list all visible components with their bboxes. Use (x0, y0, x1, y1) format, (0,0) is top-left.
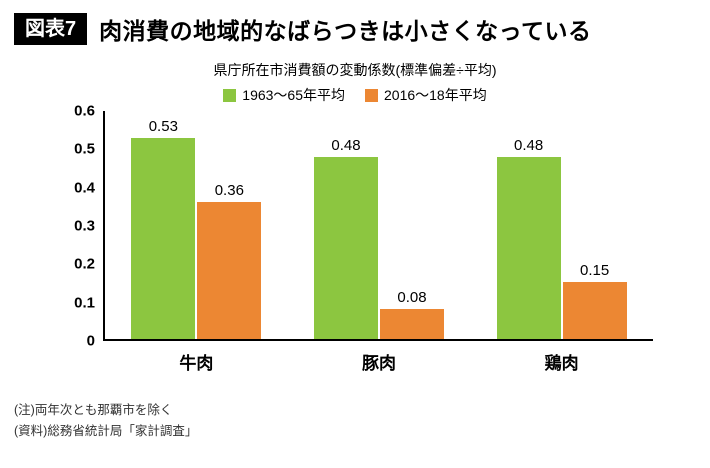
plot-row: 0 0.1 0.2 0.3 0.4 0.5 0.6 0.53 0.36 0.48 0.08 0.48… (57, 104, 653, 349)
y-tick-label: 0.3 (74, 217, 95, 235)
bar-group: 0.48 0.08 (313, 111, 444, 339)
legend-swatch (223, 88, 237, 102)
legend-label: 2016〜18年平均 (384, 87, 487, 103)
note-exclusion: (注)両年次とも那覇市を除く (14, 403, 173, 417)
bar-slot: 0.48 (313, 111, 378, 339)
y-tick-label: 0.1 (74, 294, 95, 312)
figure-label: 図表7 (14, 13, 88, 45)
legend-label: 1963〜65年平均 (242, 87, 345, 103)
page-title: 肉消費の地域的なばらつきは小さくなっている (99, 18, 592, 44)
bar-slot: 0.48 (496, 111, 561, 339)
bar (379, 308, 444, 339)
y-axis: 0 0.1 0.2 0.3 0.4 0.5 0.6 (57, 104, 103, 349)
bar-group: 0.48 0.15 (496, 111, 627, 339)
y-tick-label: 0 (86, 332, 95, 350)
y-tick-label: 0.5 (74, 140, 95, 158)
bar (197, 202, 262, 339)
x-category-label: 豚肉 (361, 354, 396, 373)
bar-chart: 県庁所在市消費額の変動係数(標準偏差÷平均) 1963〜65年平均 2016〜18… (14, 60, 696, 374)
bar-slot: 0.53 (131, 111, 196, 339)
header: 図表7 肉消費の地域的なばらつきは小さくなっている (14, 12, 696, 46)
bar-value-label: 0.48 (514, 136, 544, 154)
legend: 1963〜65年平均 2016〜18年平均 (14, 85, 696, 105)
legend-swatch (365, 88, 378, 102)
bar-value-label: 0.15 (580, 262, 610, 279)
legend-item: 1963〜65年平均 (223, 85, 345, 105)
x-axis-labels: 牛肉 豚肉 鶏肉 (105, 349, 653, 374)
bar-value-label: 0.36 (214, 182, 244, 200)
bar-slot: 0.36 (197, 111, 262, 339)
bar (131, 137, 196, 339)
legend-item: 2016〜18年平均 (365, 85, 487, 105)
y-tick-label: 0.2 (74, 255, 95, 273)
bar-value-label: 0.53 (148, 117, 178, 135)
plot-area: 0.53 0.36 0.48 0.08 0.48 0.15 (103, 111, 653, 341)
bar-value-label: 0.08 (397, 288, 427, 306)
y-tick-label: 0.4 (74, 179, 95, 197)
bar (313, 156, 378, 339)
x-category-label: 鶏肉 (544, 354, 579, 373)
note-source: (資料)総務省統計局「家計調査」 (14, 423, 198, 438)
bar (496, 156, 561, 339)
y-tick-label: 0.6 (74, 102, 95, 120)
bar-slot: 0.08 (379, 111, 444, 339)
chart-title: 県庁所在市消費額の変動係数(標準偏差÷平均) (213, 62, 497, 78)
bar-value-label: 0.48 (331, 136, 361, 154)
bar (562, 282, 627, 339)
bar-group: 0.53 0.36 (131, 111, 262, 339)
x-category-label: 牛肉 (179, 354, 214, 373)
bar-slot: 0.15 (562, 111, 627, 339)
footnotes: (注)両年次とも那覇市を除く (資料)総務省統計局「家計調査」 (14, 400, 696, 441)
